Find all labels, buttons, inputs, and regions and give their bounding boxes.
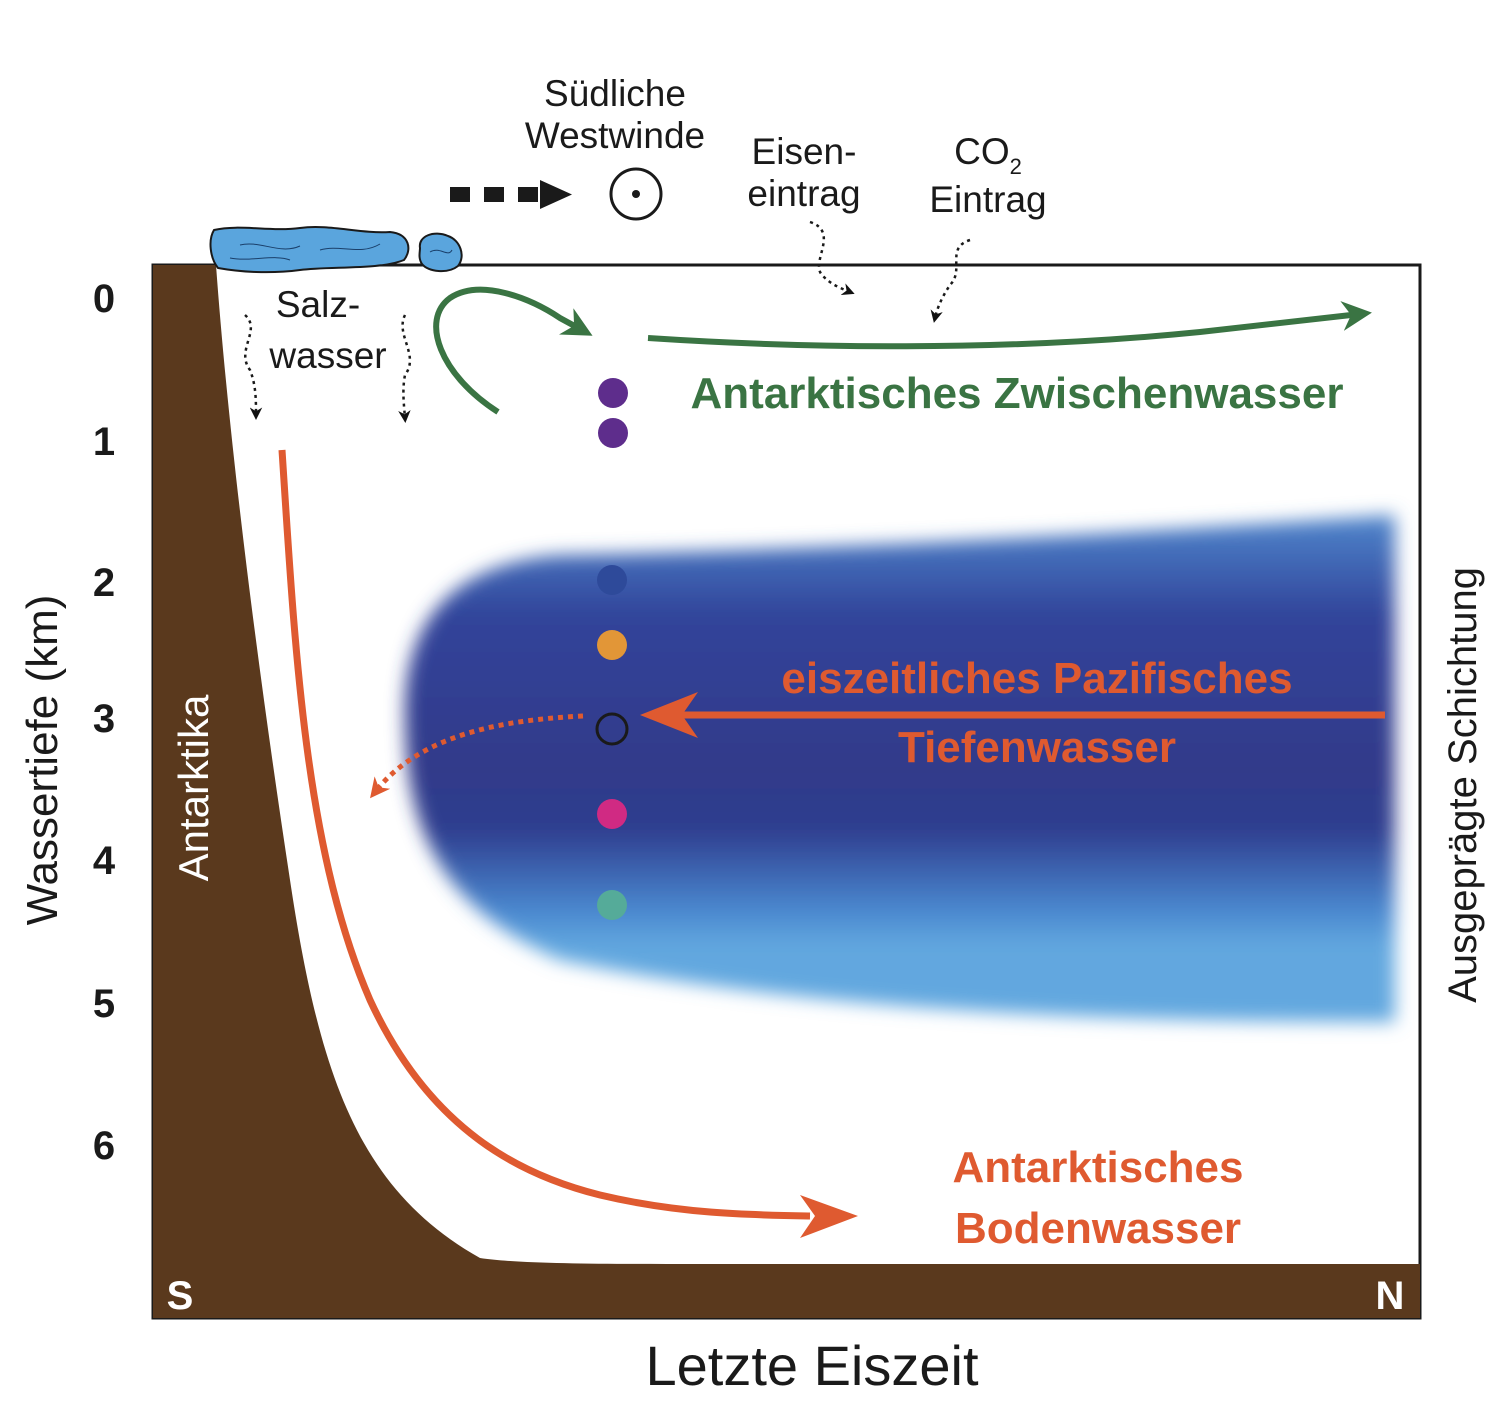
iron-label-line1: Eisen- <box>752 131 857 172</box>
antarctica-landmass <box>153 265 1420 1318</box>
intermediate-water-hook-arrow <box>433 286 593 415</box>
sample-dot-purple-2 <box>598 418 628 448</box>
bottom-water-arrow-head <box>800 1195 858 1238</box>
sample-dot-magenta <box>597 799 627 829</box>
depth-tick-6: 6 <box>93 1124 115 1168</box>
antarctica-label: Antarktika <box>170 694 217 881</box>
iron-input-arrow <box>809 220 855 296</box>
bottom-water-label-line1: Antarktisches <box>952 1143 1243 1192</box>
pacific-deep-water-dotted-arrow <box>370 713 584 799</box>
pacific-deep-water-mass <box>405 515 1395 1022</box>
salt-water-label-line2: wasser <box>268 335 386 376</box>
sea-ice <box>209 226 463 274</box>
pacific-deep-water-arrow-head <box>640 692 698 738</box>
depth-tick-0: 0 <box>93 277 115 321</box>
wind-label-line1: Südliche <box>544 73 686 114</box>
depth-tick-4: 4 <box>93 839 116 883</box>
depth-tick-1: 1 <box>93 420 115 464</box>
intermediate-water-main-arrow <box>647 301 1372 350</box>
sample-dot-teal <box>597 890 627 920</box>
co2-input-arrow <box>930 238 971 323</box>
sample-dot-open <box>595 712 629 746</box>
wind-label-line2: Westwinde <box>525 115 705 156</box>
diagram-title: Letzte Eiszeit <box>645 1334 978 1397</box>
depth-tick-5: 5 <box>93 982 115 1026</box>
bottom-water-arrow-line <box>278 449 811 1220</box>
pacific-deep-water-label-line1: eiszeitliches Pazifisches <box>781 654 1292 703</box>
stratification-label: Ausgeprägte Schichtung <box>1441 567 1485 1003</box>
sample-dot-blue <box>597 565 627 595</box>
salt-water-label-line1: Salz- <box>276 284 360 325</box>
sample-dot-orange <box>597 630 627 660</box>
salt-water-arrow-right <box>398 314 412 423</box>
intermediate-water-label: Antarktisches Zwischenwasser <box>691 369 1344 418</box>
sample-dot-purple-1 <box>598 378 628 408</box>
south-label: S <box>167 1274 194 1318</box>
iron-label-line2: eintrag <box>747 173 860 214</box>
depth-tick-3: 3 <box>93 697 115 741</box>
depth-tick-2: 2 <box>93 561 115 605</box>
salt-water-arrow-left <box>244 314 263 420</box>
wind-out-of-page-icon <box>609 167 663 221</box>
co2-label-line2: Eintrag <box>929 179 1046 220</box>
pacific-deep-water-label-line2: Tiefenwasser <box>898 723 1176 772</box>
co2-label: CO2 <box>954 131 1022 179</box>
y-axis-title: Wassertiefe (km) <box>18 595 67 926</box>
bottom-water-label-line2: Bodenwasser <box>955 1204 1241 1253</box>
wind-dashed-arrow <box>450 180 572 209</box>
north-label: N <box>1376 1274 1405 1318</box>
